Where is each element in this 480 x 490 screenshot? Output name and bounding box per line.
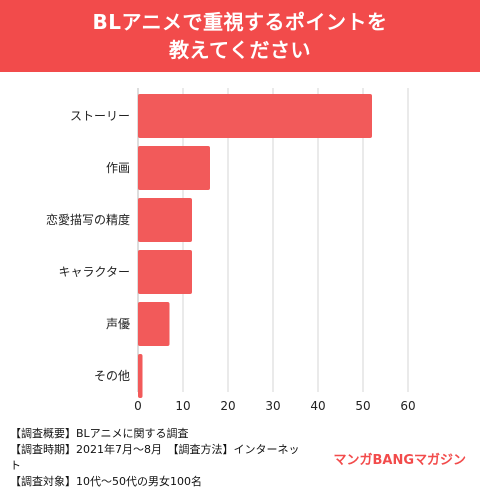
bar <box>138 198 192 242</box>
bar <box>138 94 372 138</box>
survey-target: 【調査対象】10代～50代の男女100名 <box>10 475 202 488</box>
survey-notes: 【調査概要】BLアニメに関する調査 【調査時期】2021年7月～8月 【調査方法… <box>10 426 310 490</box>
x-tick-labels: 0 10 20 30 40 50 60 <box>134 399 415 413</box>
category-label: その他 <box>94 369 130 383</box>
x-tick-label: 40 <box>310 399 325 413</box>
chart-title-line-2: 教えてください <box>169 38 311 62</box>
bar <box>138 146 210 190</box>
bar <box>138 354 143 398</box>
bar <box>138 302 170 346</box>
category-label: 声優 <box>106 317 130 331</box>
category-label: ストーリー <box>70 109 130 123</box>
survey-overview: 【調査概要】BLアニメに関する調査 <box>10 427 189 440</box>
x-tick-label: 30 <box>265 399 280 413</box>
x-tick-label: 0 <box>134 399 142 413</box>
survey-period-method: 【調査時期】2021年7月～8月 【調査方法】インターネット <box>10 443 300 472</box>
x-tick-label: 60 <box>400 399 415 413</box>
bars <box>138 94 372 398</box>
x-tick-label: 50 <box>355 399 370 413</box>
chart-title-banner: BLアニメで重視するポイントを 教えてください <box>0 0 480 72</box>
bar <box>138 250 192 294</box>
x-tick-label: 20 <box>220 399 235 413</box>
x-tick-label: 10 <box>175 399 190 413</box>
grid-lines <box>137 88 409 392</box>
category-label: 恋愛描写の精度 <box>46 212 130 227</box>
category-label: キャラクター <box>58 265 130 279</box>
category-label: 作画 <box>106 161 130 175</box>
brand-logo: マンガBANGマガジン <box>333 453 466 468</box>
chart-title-line-1: BLアニメで重視するポイントを <box>92 10 388 34</box>
